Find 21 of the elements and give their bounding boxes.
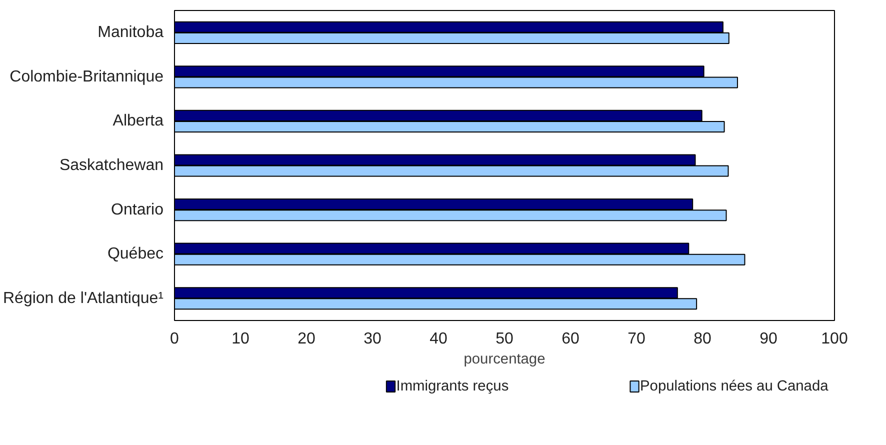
x-tick-label: 90 [760, 330, 778, 348]
x-tick-label: 70 [628, 330, 646, 348]
x-tick-label: 80 [694, 330, 712, 348]
y-tick-label: Région de l'Atlantique¹ [3, 290, 164, 307]
x-tick-label: 40 [430, 330, 448, 348]
y-tick-label: Alberta [112, 112, 164, 130]
x-tick-label: 20 [298, 330, 316, 348]
y-tick-label: Colombie-Britannique [10, 68, 164, 86]
x-axis-title: pourcentage [464, 352, 546, 368]
legend-label: Populations nées au Canada [640, 378, 830, 394]
y-tick-label: Ontario [111, 201, 164, 218]
y-tick-label: Québec [107, 246, 164, 263]
legend-label: Immigrants reçus [396, 378, 509, 394]
x-tick-label: 30 [364, 330, 382, 348]
x-tick-label: 10 [232, 330, 250, 348]
x-tick-label: 0 [170, 330, 180, 348]
x-tick-label: 100 [821, 330, 848, 348]
y-tick-label: Manitoba [98, 24, 164, 42]
y-tick-label: Saskatchewan [59, 157, 164, 174]
x-tick-label: 50 [496, 330, 514, 348]
x-tick-label: 60 [562, 330, 580, 348]
